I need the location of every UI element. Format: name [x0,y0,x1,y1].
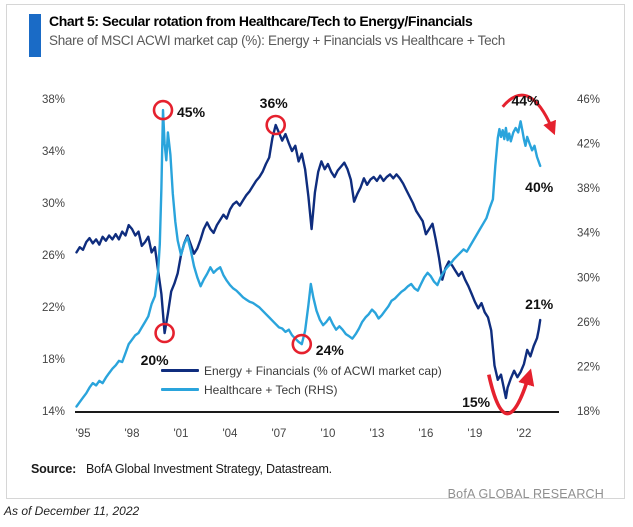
annotation-circle [154,322,175,344]
right-axis-tick: 22% [577,361,600,373]
right-axis-tick: 42% [577,139,600,151]
annotation-label: 15% [462,394,491,410]
energy-financials-swatch [161,369,199,372]
x-axis-tick: '04 [222,428,238,440]
x-axis-tick: '19 [467,428,482,440]
left-axis-tick: 18% [42,354,65,366]
line-chart: 38% 34% 30% 26% 22% 18% 14% 46% 42% 38% 34% 30% 26% 2… [42,92,600,440]
annotation-circle [152,99,174,121]
right-axis-tick: 38% [577,183,600,195]
legend-label-healthcare-tech: Healthcare + Tech (RHS) [204,382,338,397]
chart-title: Chart 5: Secular rotation from Healthcar… [49,13,473,29]
source-text: BofA Global Investment Strategy, Datastr… [85,462,332,476]
chart-subtitle: Share of MSCI ACWI market cap (%): Energ… [49,33,505,48]
healthcare-tech-swatch [161,388,199,391]
annotation-circle [265,114,287,136]
brand-mark: BofA GLOBAL RESEARCH [447,487,604,501]
right-axis-tick: 30% [577,272,600,284]
x-axis-tick: '98 [124,428,139,440]
x-axis-tick: '13 [369,428,384,440]
left-axis-tick: 30% [42,198,65,210]
title-accent-bar [29,14,41,57]
rotation-arrow [487,368,535,416]
left-axis-tick: 14% [42,406,65,418]
x-axis-tick: '07 [271,428,286,440]
source-line: Source: BofA Global Investment Strategy,… [31,462,332,476]
annotation-label: 21% [525,296,554,312]
healthcare-tech-line [75,108,542,408]
annotation-label: 40% [525,179,554,195]
energy-financials-line [75,123,542,400]
annotation-label: 24% [316,342,345,358]
legend-item-healthcare-tech: Healthcare + Tech (RHS) [161,380,442,399]
rotation-arrow [501,93,556,136]
x-axis-tick: '10 [320,428,335,440]
x-axis-tick: '22 [516,428,531,440]
as-of-date: As of December 11, 2022 [4,504,140,518]
left-axis-tick: 22% [42,302,65,314]
legend-label-energy-financials: Energy + Financials (% of ACWI market ca… [204,363,442,378]
right-axis-tick: 18% [577,406,600,418]
x-axis-tick: '16 [418,428,433,440]
right-axis-tick: 26% [577,317,600,329]
x-axis-tick: '01 [173,428,188,440]
chart-card: Chart 5: Secular rotation from Healthcar… [6,4,625,501]
annotation-label: 45% [177,104,206,120]
left-axis-tick: 38% [42,94,65,106]
annotation-circle [291,333,313,355]
annotation-label: 36% [260,95,289,111]
legend-item-energy-financials: Energy + Financials (% of ACWI market ca… [161,361,442,380]
annotation-label: 20% [141,352,170,368]
left-axis-tick: 34% [42,146,65,158]
source-label: Source: [31,462,77,476]
annotation-label: 44% [511,92,540,108]
right-axis-tick: 34% [577,228,600,240]
left-axis-tick: 26% [42,250,65,262]
chart-legend: Energy + Financials (% of ACWI market ca… [161,361,442,399]
x-axis-tick: '95 [76,428,91,440]
right-axis-tick: 46% [577,94,600,106]
